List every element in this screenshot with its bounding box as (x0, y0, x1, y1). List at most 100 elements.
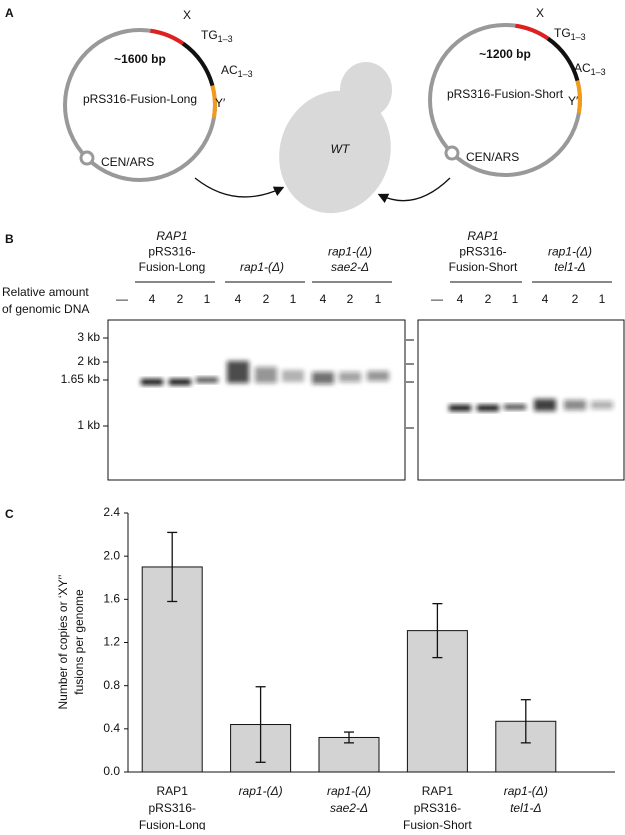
error-bar (344, 731, 354, 744)
y-tick-label: 1.6 (103, 592, 120, 606)
lane-label: 2 (485, 292, 492, 306)
origin (79, 150, 95, 166)
panel-label: A (5, 6, 14, 20)
gel-band (449, 405, 471, 411)
x-tick-label: sae2-Δ (330, 801, 368, 815)
y-tick-label: 0.8 (103, 678, 120, 692)
y-tick-label: 1.2 (103, 635, 120, 649)
label-base: AC (221, 63, 238, 77)
x-tick-label: rap1-(Δ) (327, 784, 371, 798)
group-label: Fusion-Long (139, 260, 206, 274)
gel-band (141, 379, 163, 385)
label-sub: TG1–3 (201, 28, 233, 44)
x-tick-label: tel1-Δ (510, 801, 541, 815)
error-bar (432, 603, 443, 659)
group-label: RAP1 (156, 229, 187, 243)
group-label: sae2-Δ (331, 260, 369, 274)
lane-label: 2 (572, 292, 579, 306)
lane-label: 2 (263, 292, 270, 306)
gel-band (339, 372, 361, 382)
label-base: TG (554, 26, 571, 40)
arc-y (575, 80, 582, 114)
arc-tg (181, 41, 215, 87)
y-tick-label: 0.4 (103, 721, 120, 735)
lane-label: 4 (320, 292, 327, 306)
gel-band (169, 379, 191, 385)
x-tick-label: Fusion-Long (139, 818, 206, 830)
gel-left (107, 319, 406, 481)
panel-label: C (5, 507, 14, 521)
arrow (377, 177, 451, 204)
panel-label: B (5, 232, 14, 246)
marker-label: 1.65 kb (61, 372, 101, 386)
x-tick-label: pRS316- (414, 801, 461, 815)
error-bar (167, 531, 178, 603)
label-subscript: 1–3 (238, 69, 253, 79)
y-axis-label: Number of copies or ‘XY′’ (56, 575, 70, 710)
group-label: Fusion-Short (449, 260, 518, 274)
gel-band (367, 371, 389, 381)
arc-x (515, 23, 550, 41)
marker-label: 2 kb (77, 354, 100, 368)
gel-band (282, 370, 304, 382)
y-tick-label: 2.4 (103, 505, 120, 519)
lane-label: 4 (542, 292, 549, 306)
group-label: pRS316- (459, 245, 506, 259)
group-label: tel1-Δ (554, 260, 585, 274)
group-label: rap1-(Δ) (328, 245, 372, 259)
origin-label: CEN/ARS (466, 150, 519, 164)
gel-band (477, 405, 499, 411)
x-tick-label: RAP1 (422, 784, 454, 798)
gel-band (534, 399, 556, 411)
arc-tg (546, 36, 580, 82)
lane-label: 4 (149, 292, 156, 306)
label-base: AC (574, 61, 591, 75)
marker-label: 3 kb (77, 330, 100, 344)
lane-label: 4 (235, 292, 242, 306)
gel-band (591, 401, 613, 409)
group-label: pRS316- (148, 245, 195, 259)
x-label: X (536, 6, 544, 20)
group-label: rap1-(Δ) (240, 260, 284, 274)
lane-label: 1 (204, 292, 211, 306)
arrow (194, 177, 285, 198)
group-label: rap1-(Δ) (548, 245, 592, 259)
x-tick-label: rap1-(Δ) (239, 784, 283, 798)
yeast (279, 62, 392, 214)
plasmid-size: ~1600 bp (114, 52, 166, 66)
label-base: TG (201, 28, 218, 42)
lane-label: 2 (177, 292, 184, 306)
gel-band (564, 400, 586, 410)
x-tick-label: RAP1 (157, 784, 189, 798)
gel-band (227, 361, 249, 383)
lane-label: 1 (599, 292, 606, 306)
y-label: Y′ (568, 94, 579, 108)
error-bar (255, 686, 266, 763)
lane-label: 4 (457, 292, 464, 306)
y-label: Y′ (215, 96, 226, 110)
y-tick-label: 0.0 (103, 764, 120, 778)
y-axis-label: fusions per genome (72, 589, 86, 695)
plasmid-name: pRS316-Fusion-Short (447, 87, 564, 101)
x-tick-label: Fusion-Short (403, 818, 472, 830)
gel-band (504, 404, 526, 410)
label-sub: AC1–3 (221, 63, 253, 79)
origin-label: CEN/ARS (101, 155, 154, 169)
label-sub: AC1–3 (574, 61, 606, 77)
x-tick-label: rap1-(Δ) (504, 784, 548, 798)
lane-label: — (431, 292, 443, 306)
plasmid-size: ~1200 bp (479, 47, 531, 61)
y-tick-label: 2.0 (103, 548, 120, 562)
label-subscript: 1–3 (591, 67, 606, 77)
lane-label: 1 (290, 292, 297, 306)
row-label: Relative amount (2, 285, 89, 299)
lane-label: 1 (375, 292, 382, 306)
x-tick-label: pRS316- (149, 801, 196, 815)
arc-y (210, 85, 217, 119)
error-bar (520, 699, 531, 744)
group-label: RAP1 (467, 229, 498, 243)
gel-band (312, 372, 334, 384)
strain-label: WT (331, 142, 351, 156)
row-label: of genomic DNA (2, 302, 89, 316)
gel-band (255, 367, 277, 383)
